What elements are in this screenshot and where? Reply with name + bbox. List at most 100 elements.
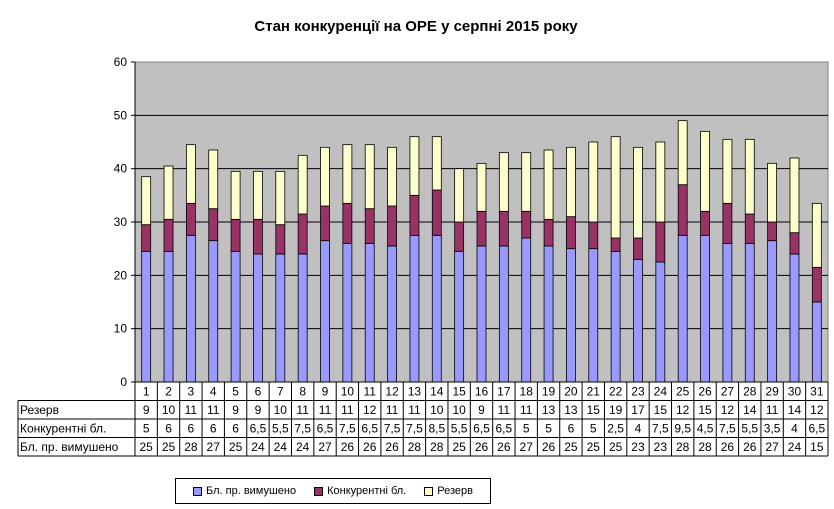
data-label: 6,5 [317, 422, 334, 436]
bar-segment [342, 242, 353, 383]
bar-segment [275, 253, 286, 383]
table-row-header: Резерв [20, 403, 59, 417]
bar-segment [744, 242, 755, 383]
bar-segment [498, 152, 509, 212]
bar-segment [677, 234, 688, 383]
bars [141, 120, 822, 383]
data-label: 25 [139, 440, 153, 454]
bar-segment [588, 141, 599, 223]
data-label: 11 [319, 403, 332, 417]
bar-segment [141, 176, 152, 226]
data-label: 10 [430, 403, 444, 417]
bar-segment [700, 210, 710, 236]
bar-segment [633, 258, 643, 383]
data-label: 11 [296, 403, 309, 417]
data-label: 26 [542, 440, 556, 454]
bar-segment [498, 210, 509, 247]
data-label: 11 [341, 403, 354, 417]
bar-segment [185, 202, 196, 236]
bar-segment [387, 205, 397, 247]
bar-segment [364, 144, 375, 210]
data-label: 6,5 [361, 422, 378, 436]
bar-segment [543, 245, 554, 383]
data-label: 25 [452, 440, 466, 454]
legend-swatch-reserve [424, 486, 434, 496]
data-table: 1 2 3 4 5 6 7 8 9 10 11 12 13 14 15 16 17 18 19 20 21 22 23 24 2… [17, 381, 829, 457]
data-label: 28 [676, 440, 690, 454]
x-tick-label: 29 [765, 385, 779, 399]
bar-segment [476, 210, 487, 247]
data-label: 9 [255, 403, 262, 417]
bar-segment [521, 152, 532, 212]
legend-item-reserve: Резерв [424, 485, 473, 497]
bar-segment [610, 136, 621, 239]
x-tick-label: 8 [299, 385, 306, 399]
bar-segment [297, 154, 308, 215]
legend-label-competitive: Конкурентні бл. [327, 485, 407, 497]
bar-segment [163, 165, 174, 220]
data-label: 7,5 [406, 422, 423, 436]
bar-segment [655, 141, 666, 223]
data-label: 6 [165, 422, 172, 436]
bar-segment [297, 253, 308, 383]
bar-segment [722, 202, 733, 244]
x-tick-label: 5 [232, 385, 239, 399]
x-tick-label: 11 [363, 385, 376, 399]
bar-segment [677, 184, 688, 236]
data-label: 28 [430, 440, 444, 454]
legend-swatch-competitive [314, 486, 324, 496]
bar-segment [253, 218, 263, 255]
y-tick-label: 40 [114, 162, 128, 176]
x-tick-label: 23 [631, 385, 645, 399]
bar-segment [431, 189, 442, 236]
bar-segment [454, 168, 465, 223]
data-label: 11 [408, 403, 421, 417]
data-label: 12 [721, 403, 735, 417]
data-label: 27 [520, 440, 534, 454]
data-label: 27 [207, 440, 221, 454]
bar-segment [677, 120, 688, 186]
data-label: 25 [587, 440, 601, 454]
data-label: 9 [478, 403, 485, 417]
data-label: 6,5 [808, 422, 825, 436]
bar-segment [789, 157, 800, 234]
data-label: 28 [184, 440, 198, 454]
data-label: 5 [545, 422, 552, 436]
bar-segment [744, 138, 755, 215]
x-tick-label: 14 [430, 385, 444, 399]
bar-segment [700, 130, 710, 212]
bar-segment [610, 237, 621, 252]
bar-segment [655, 221, 666, 263]
bar-segment [454, 221, 465, 252]
data-label: 6 [232, 422, 239, 436]
bar-segment [409, 234, 420, 383]
bar-segment [364, 242, 375, 383]
x-tick-label: 1 [143, 385, 150, 399]
bar-segment [566, 216, 576, 250]
bar-segment [722, 138, 733, 204]
bar-segment [409, 194, 420, 236]
data-label: 26 [743, 440, 757, 454]
bar-segment [342, 202, 353, 244]
bar-segment [208, 240, 219, 383]
data-label: 5 [143, 422, 150, 436]
bar-segment [767, 240, 778, 383]
data-label: 11 [520, 403, 533, 417]
bar-segment [185, 144, 196, 204]
data-label: 10 [274, 403, 288, 417]
data-label: 11 [386, 403, 399, 417]
x-tick-label: 31 [810, 385, 824, 399]
data-label: 5,5 [451, 422, 468, 436]
bar-segment [655, 261, 666, 383]
bar-segment [767, 162, 778, 223]
x-tick-label: 24 [654, 385, 668, 399]
data-label: 23 [631, 440, 645, 454]
bar-segment [431, 136, 442, 191]
bar-segment [521, 237, 532, 383]
data-label: 13 [542, 403, 556, 417]
x-tick-label: 4 [210, 385, 217, 399]
data-label: 11 [207, 403, 220, 417]
data-label: 12 [810, 403, 824, 417]
data-label: 25 [229, 440, 243, 454]
y-tick-label: 20 [114, 268, 128, 282]
